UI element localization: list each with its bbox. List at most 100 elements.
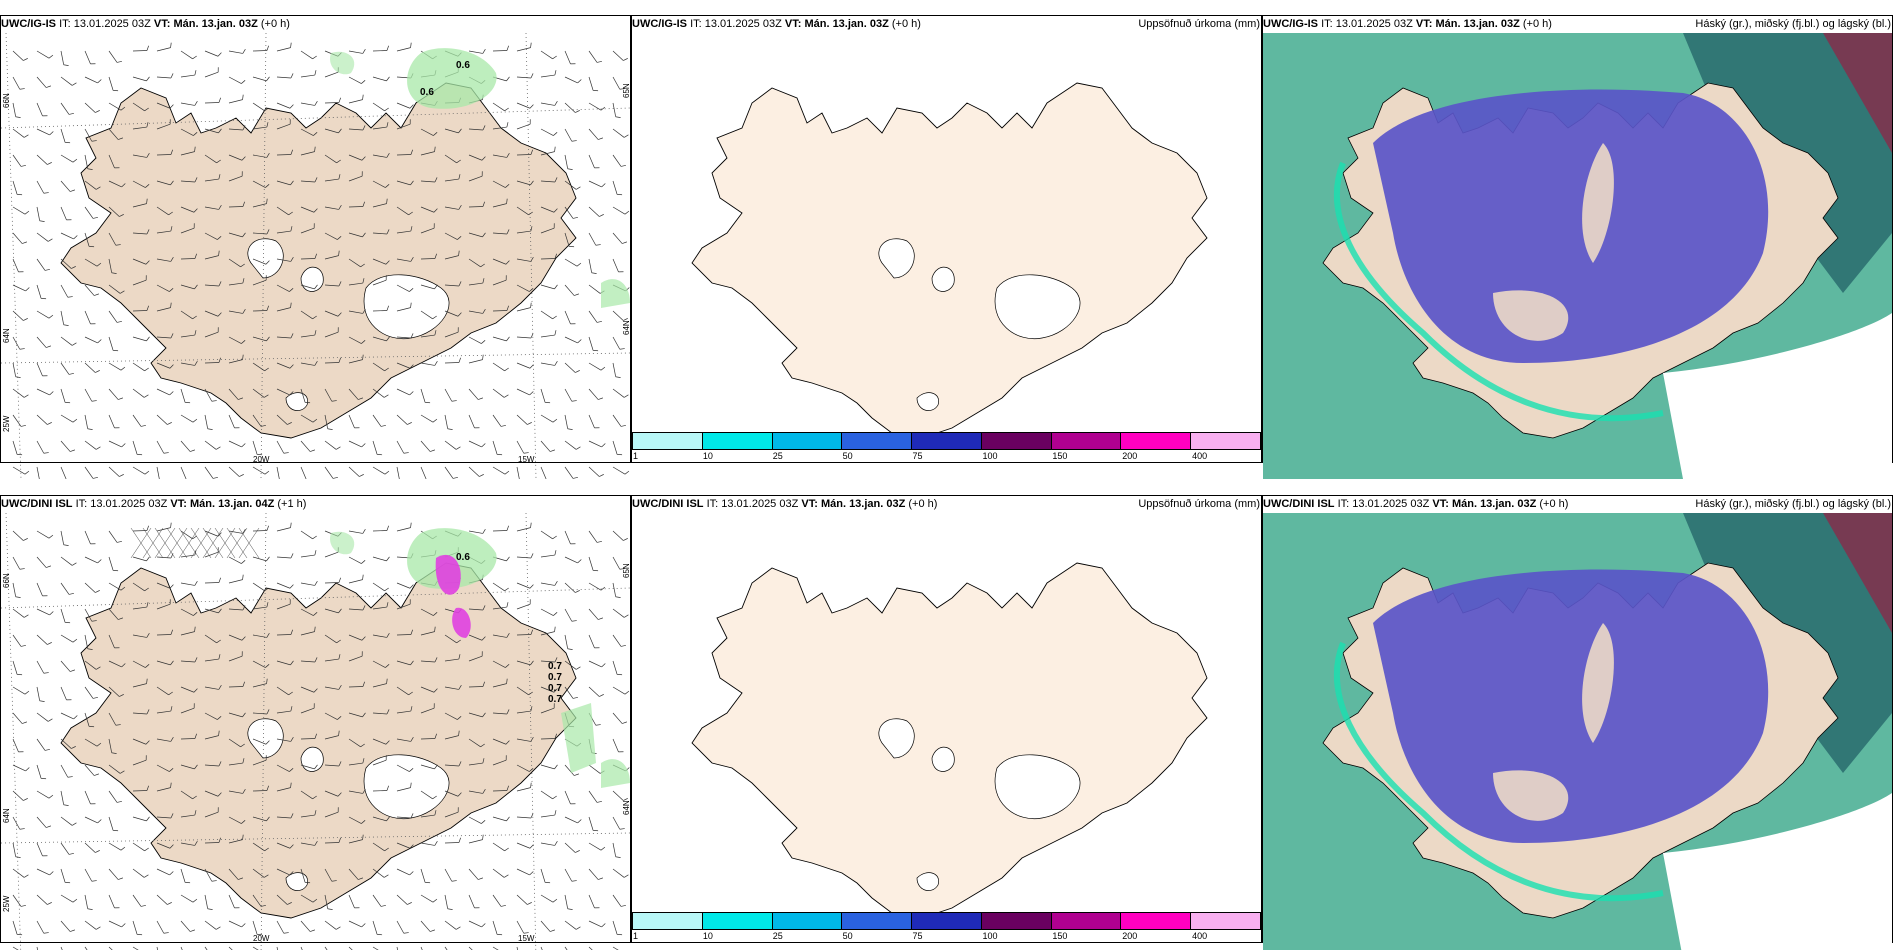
model-name: UWC/DINI ISL bbox=[632, 498, 704, 510]
lat-label-65n: 65N bbox=[622, 563, 631, 578]
panel-header: UWC/IG-IS IT: 13.01.2025 03Z VT: Mán. 13… bbox=[0, 18, 631, 36]
it-label: IT: bbox=[1337, 498, 1350, 510]
lon-label-20w: 20W bbox=[253, 455, 270, 464]
wind-barb bbox=[276, 466, 280, 479]
precip-value: 0.6 bbox=[420, 87, 434, 98]
wind-barb bbox=[516, 466, 520, 479]
precip-value: 0.6 bbox=[456, 552, 470, 563]
colorbar-swatch bbox=[842, 433, 913, 449]
lat-label-64n: 64N bbox=[2, 808, 11, 823]
vt-label: VT: bbox=[170, 498, 187, 510]
map-panel-wind-bottom bbox=[0, 495, 631, 943]
colorbar-swatch bbox=[633, 433, 703, 449]
wind-barb bbox=[300, 466, 307, 479]
colorbar-swatch bbox=[912, 433, 982, 449]
lat-label-66n: 66N bbox=[2, 93, 11, 108]
colorbar-tick: 1 bbox=[633, 451, 639, 461]
wind-barb bbox=[396, 466, 400, 479]
colorbar-swatch bbox=[1051, 433, 1122, 449]
model-name: UWC/IG-IS bbox=[1, 18, 56, 30]
wind-barb bbox=[492, 466, 506, 475]
model-name: UWC/IG-IS bbox=[1263, 18, 1318, 30]
colorbar-swatch bbox=[842, 913, 913, 929]
panel-header: UWC/DINI ISL IT: 13.01.2025 03Z VT: Mán.… bbox=[1262, 498, 1893, 516]
vt-label: VT: bbox=[153, 18, 171, 30]
init-time: 13.01.2025 03Z bbox=[704, 18, 782, 30]
colorbar-swatch bbox=[1191, 433, 1261, 449]
wind-barb bbox=[612, 466, 626, 475]
map-panel-precip-bottom bbox=[631, 495, 1262, 943]
wind-barb bbox=[372, 466, 386, 475]
wind-barb bbox=[156, 466, 160, 479]
lon-label-20w: 20W bbox=[253, 934, 270, 943]
model-name: UWC/DINI ISL bbox=[1, 498, 73, 510]
model-name: UWC/DINI ISL bbox=[1263, 498, 1335, 510]
precip-value: 0.7 bbox=[548, 672, 562, 683]
colorbar-tick: 200 bbox=[1122, 451, 1138, 461]
colorbar-tick: 50 bbox=[842, 451, 853, 461]
vt-label: VT: bbox=[784, 18, 802, 30]
wind-barb bbox=[468, 466, 480, 477]
vt-label: VT: bbox=[801, 498, 818, 510]
valid-time: Mán. 13.jan. 03Z bbox=[820, 498, 906, 510]
vt-label: VT: bbox=[1432, 498, 1449, 510]
lat-label-66n: 66N bbox=[2, 573, 11, 588]
colorbar-swatch bbox=[702, 913, 773, 929]
colorbar-swatch bbox=[1121, 433, 1192, 449]
precip-colorbar bbox=[632, 912, 1261, 930]
init-time: 13.01.2025 03Z bbox=[73, 18, 151, 30]
panel-title: Uppsöfnuð úrkoma (mm) bbox=[1138, 18, 1260, 30]
colorbar-tick: 75 bbox=[912, 451, 923, 461]
lead-time: (+0 h) bbox=[908, 498, 938, 510]
wind-barb bbox=[324, 466, 334, 479]
colorbar-tick: 25 bbox=[772, 931, 783, 941]
it-label: IT: bbox=[706, 498, 719, 510]
colorbar-swatch bbox=[1051, 913, 1122, 929]
init-time: 13.01.2025 03Z bbox=[721, 498, 799, 510]
map-panel-clouds-top bbox=[1262, 15, 1893, 463]
map-panel-precip-top bbox=[631, 15, 1262, 463]
colorbar-ticks: 1 10 25 50 75 100 150 200 400 bbox=[632, 931, 1261, 943]
wind-barb bbox=[228, 466, 240, 477]
map-panel-clouds-bottom bbox=[1262, 495, 1893, 943]
wind-barb bbox=[12, 466, 26, 475]
init-time: 13.01.2025 03Z bbox=[1352, 498, 1430, 510]
lon-label-15w: 15W bbox=[518, 934, 535, 943]
lat-label-25w: 25W bbox=[2, 415, 11, 432]
valid-time: Mán. 13.jan. 03Z bbox=[173, 18, 258, 30]
colorbar-tick: 75 bbox=[912, 931, 923, 941]
lead-time: (+0 h) bbox=[1522, 18, 1552, 30]
init-time: 13.01.2025 03Z bbox=[90, 498, 168, 510]
colorbar-tick: 25 bbox=[772, 451, 783, 461]
colorbar-tick: 400 bbox=[1192, 931, 1208, 941]
wind-barb bbox=[60, 466, 67, 479]
lead-time: (+0 h) bbox=[260, 18, 290, 30]
wind-barb bbox=[444, 466, 454, 479]
panel-header: UWC/IG-IS IT: 13.01.2025 03Z VT: Mán. 13… bbox=[631, 18, 1262, 36]
panel-title: Háský (gr.), miðský (fj.bl.) og lágský (… bbox=[1695, 498, 1891, 510]
colorbar-tick: 150 bbox=[1052, 451, 1068, 461]
colorbar-tick: 200 bbox=[1122, 931, 1138, 941]
panel-header: UWC/DINI ISL IT: 13.01.2025 03Z VT: Mán.… bbox=[631, 498, 1262, 516]
wind-barb bbox=[420, 466, 427, 479]
valid-time: Mán. 13.jan. 03Z bbox=[804, 18, 889, 30]
colorbar-swatch bbox=[772, 433, 843, 449]
colorbar-ticks: 1 10 25 50 75 100 150 200 400 bbox=[632, 451, 1261, 463]
lead-time: (+0 h) bbox=[891, 18, 921, 30]
precip-value: 0.7 bbox=[548, 683, 562, 694]
it-label: IT: bbox=[75, 498, 88, 510]
colorbar-swatch bbox=[981, 433, 1052, 449]
colorbar-tick: 10 bbox=[702, 931, 713, 941]
lon-label-15w: 15W bbox=[518, 455, 535, 464]
wind-barb bbox=[348, 466, 360, 477]
lat-label-25w: 25W bbox=[2, 895, 11, 912]
wind-barb bbox=[132, 466, 146, 475]
precip-value: 0.7 bbox=[548, 661, 562, 672]
colorbar-tick: 1 bbox=[633, 931, 639, 941]
it-label: IT: bbox=[690, 18, 702, 30]
init-time: 13.01.2025 03Z bbox=[1335, 18, 1413, 30]
colorbar-tick: 100 bbox=[982, 931, 998, 941]
colorbar-swatch bbox=[772, 913, 843, 929]
wind-barb bbox=[588, 466, 600, 477]
map-panel-wind-top bbox=[0, 15, 631, 463]
